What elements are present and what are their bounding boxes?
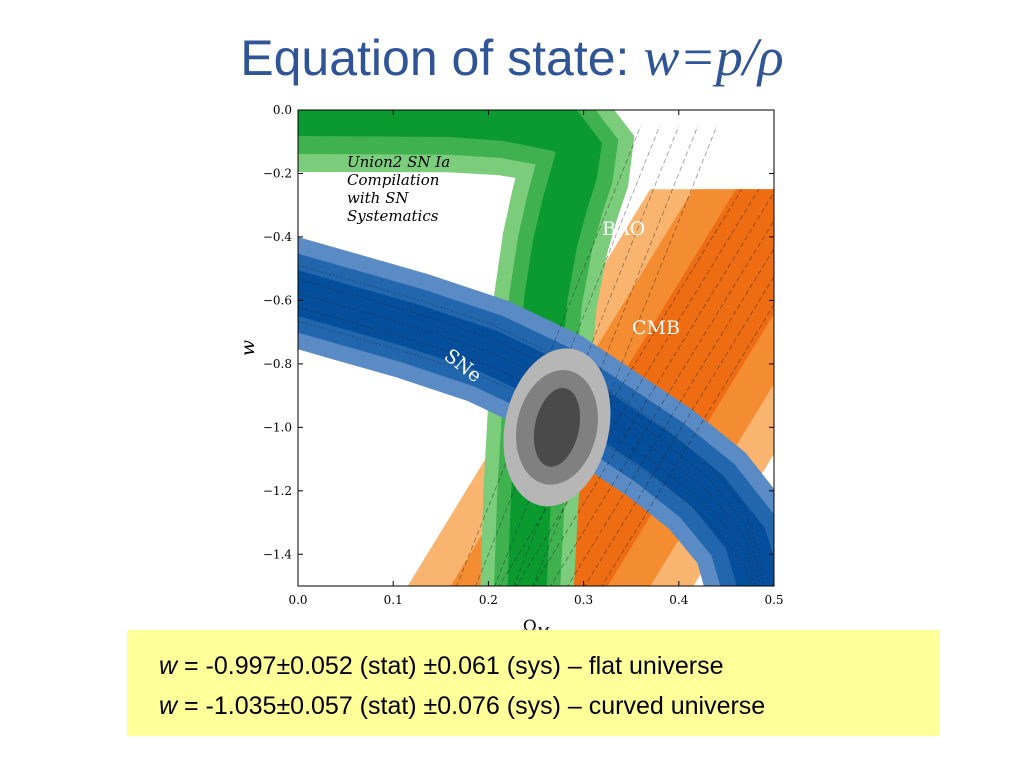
result-flat: w = -0.997±0.052 (stat) ±0.061 (sys) – f… (159, 652, 724, 681)
cmb-contour-line (601, 303, 774, 586)
y-tick-label: −1.0 (263, 420, 292, 434)
x-tick-label: 0.4 (669, 593, 688, 607)
x-tick-label: 0.3 (574, 593, 593, 607)
y-tick-label: −1.2 (263, 484, 292, 498)
y-tick-label: −1.4 (263, 547, 293, 561)
x-tick-label: 0.1 (384, 593, 403, 607)
cmb-contour-line (550, 219, 774, 586)
sne-contour-line (298, 264, 765, 575)
sne-contour-line (298, 320, 752, 586)
result-flat-text: = -0.997±0.052 (stat) ±0.061 (sys) – fla… (177, 652, 724, 680)
y-tick-label: −0.4 (263, 230, 293, 244)
result-flat-symbol: w (159, 652, 178, 680)
plot-frame (297, 109, 775, 587)
result-curved-symbol: w (159, 692, 178, 720)
axes: 0.0 0.1 0.2 0.3 0.4 0.5 0.0 −0.2 −0.4 −0.6 −0.8 −1.… (237, 103, 784, 639)
sne-contour-line (298, 292, 761, 586)
cmb-label: CMB (632, 317, 680, 339)
confidence-regions (298, 110, 774, 586)
cmb-contour-line (567, 247, 774, 586)
cmb-contour-line (532, 191, 774, 586)
y-tick-label: −0.2 (263, 166, 292, 180)
y-tick-label: −0.8 (263, 357, 292, 371)
y-tick-label: −0.6 (263, 293, 292, 307)
combined-68-region (533, 387, 581, 467)
bao-contour-line (513, 125, 699, 586)
result-curved-text: = -1.035±0.057 (stat) ±0.076 (sys) – cur… (177, 692, 766, 720)
bao-contour-line (532, 125, 718, 586)
slide-title-text: Equation of state: (240, 30, 644, 86)
cmb-contour-line (515, 189, 760, 586)
sne-contour-line (298, 278, 765, 586)
results-box: w = -0.997±0.052 (stat) ±0.061 (sys) – f… (127, 630, 940, 736)
bao-label: BAO (602, 218, 645, 240)
sne-contour-line (298, 306, 756, 586)
slide-title: Equation of state: w=p/ρ (0, 22, 1024, 93)
result-curved: w = -1.035±0.057 (stat) ±0.076 (sys) – c… (159, 692, 765, 721)
x-tick-label: 0.2 (479, 593, 498, 607)
sne-68-region (298, 270, 774, 586)
y-tick-label: 0.0 (273, 103, 292, 117)
cmb-contour-line (584, 275, 774, 586)
x-tick-label: 0.5 (764, 593, 783, 607)
x-tick-label: 0.0 (288, 593, 307, 607)
contour-plot: 0.0 0.1 0.2 0.3 0.4 0.5 0.0 −0.2 −0.4 −0.6 −0.8 −1.… (237, 103, 784, 639)
union2-annotation-line: Compilation (347, 171, 439, 189)
union2-annotation-line: Systematics (347, 207, 439, 225)
slide-title-equation: w=p/ρ (643, 27, 784, 87)
y-axis-label: w (237, 340, 259, 356)
union2-annotation-line: with SN (347, 189, 409, 207)
union2-annotation-line: Union2 SN Ia (347, 153, 450, 171)
